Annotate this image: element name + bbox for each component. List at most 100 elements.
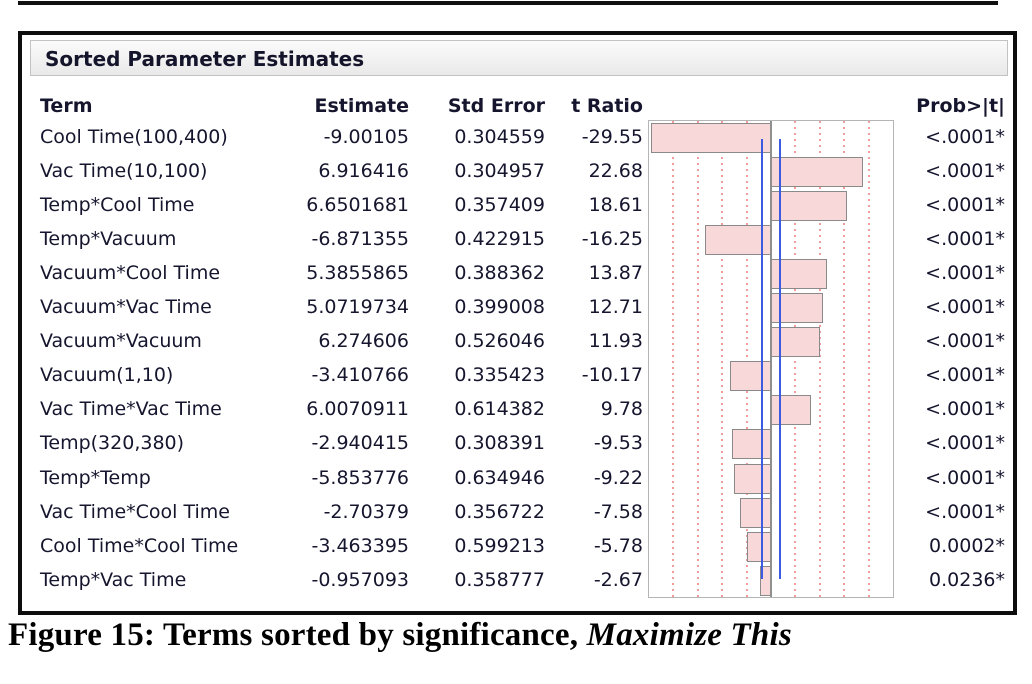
term-cell: Cool Time*Cool Time <box>40 534 239 557</box>
estimate-cell: 6.916416 <box>318 160 409 183</box>
term-cell: Vacuum*Vacuum <box>40 330 202 353</box>
t-ratio-cell: 22.68 <box>588 160 643 183</box>
table-row: Vac Time(10,100) 6.916416 0.304957 22.68 <.0… <box>22 154 1013 188</box>
term-cell: Vac Time*Vac Time <box>40 398 222 421</box>
estimate-cell: -2.70379 <box>323 500 409 523</box>
table-row: Temp(320,380) -2.940415 0.308391 -9.53 <.000… <box>22 426 1013 460</box>
prob-cell: <.0001* <box>925 398 1005 421</box>
zero-axis-line <box>770 121 772 597</box>
term-cell: Temp*Temp <box>40 466 151 489</box>
grid-line <box>745 121 748 597</box>
figure-caption: Figure 15: Terms sorted by significance,… <box>8 617 1028 654</box>
report-frame: Sorted Parameter Estimates Term Estimate… <box>18 31 1017 615</box>
caption-emphasis: Maximize This <box>586 617 792 653</box>
t-ratio-cell: -2.67 <box>593 568 643 591</box>
std-error-cell: 0.634946 <box>454 466 545 489</box>
prob-cell: <.0001* <box>925 160 1005 183</box>
t-ratio-cell: -7.58 <box>593 500 643 523</box>
caption-text: Figure 15: Terms sorted by significance, <box>8 617 587 653</box>
table-row: Temp*Temp -5.853776 0.634946 -9.22 <.0001* <box>22 461 1013 495</box>
std-error-cell: 0.308391 <box>454 432 545 455</box>
estimate-cell: 6.0070911 <box>306 398 409 421</box>
grid-line <box>818 121 821 597</box>
t-ratio-cell: -9.53 <box>593 432 643 455</box>
term-cell: Vacuum(1,10) <box>40 364 174 387</box>
estimate-cell: -6.871355 <box>311 228 409 251</box>
prob-cell: <.0001* <box>925 126 1005 148</box>
t-ratio-cell: 13.87 <box>588 262 643 285</box>
column-header-std-error: Std Error <box>447 95 545 117</box>
t-ratio-cell: -5.78 <box>593 534 643 557</box>
std-error-cell: 0.526046 <box>454 330 545 353</box>
t-ratio-cell: -9.22 <box>593 466 643 489</box>
table-row: Temp*Vac Time -0.957093 0.358777 -2.67 0.023… <box>22 563 1013 597</box>
t-ratio-cell: 11.93 <box>588 330 643 353</box>
std-error-cell: 0.388362 <box>454 262 545 285</box>
column-header-prob: Prob>|t| <box>916 95 1005 117</box>
grid-line <box>867 121 870 597</box>
t-ratio-bar <box>771 395 811 426</box>
t-ratio-bar <box>771 191 847 222</box>
panel-title: Sorted Parameter Estimates <box>45 47 365 71</box>
estimate-cell: -3.410766 <box>311 364 409 387</box>
term-cell: Vac Time(10,100) <box>40 160 208 183</box>
grid-line <box>672 121 675 597</box>
table-row: Temp*Cool Time 6.6501681 0.357409 18.61 <.00… <box>22 188 1013 222</box>
prob-cell: 0.0236* <box>929 568 1005 591</box>
estimate-cell: 6.274606 <box>318 330 409 353</box>
prob-cell: <.0001* <box>925 262 1005 285</box>
t-ratio-cell: 18.61 <box>588 194 643 217</box>
table-row: Vacuum(1,10) -3.410766 0.335423 -10.17 <.000… <box>22 358 1013 392</box>
grid-line <box>843 121 846 597</box>
std-error-cell: 0.358777 <box>454 568 545 591</box>
std-error-cell: 0.335423 <box>454 364 545 387</box>
term-cell: Vacuum*Vac Time <box>40 296 212 319</box>
prob-cell: <.0001* <box>925 330 1005 353</box>
grid-line <box>721 121 724 597</box>
table-row: Vacuum*Vacuum 6.274606 0.526046 11.93 <.0001… <box>22 324 1013 358</box>
prob-cell: 0.0002* <box>929 534 1005 557</box>
t-ratio-bar <box>650 123 771 154</box>
t-ratio-bar <box>733 463 771 494</box>
term-cell: Vac Time*Cool Time <box>40 500 230 523</box>
std-error-cell: 0.304957 <box>454 160 545 183</box>
grid-line <box>696 121 699 597</box>
std-error-cell: 0.614382 <box>454 398 545 421</box>
table-row: Temp*Vacuum -6.871355 0.422915 -16.25 <.0001… <box>22 222 1013 256</box>
significance-reference-line <box>760 139 763 579</box>
term-cell: Cool Time(100,400) <box>40 126 228 148</box>
term-cell: Temp*Vacuum <box>40 228 177 251</box>
std-error-cell: 0.304559 <box>454 126 545 148</box>
estimate-cell: -3.463395 <box>311 534 409 557</box>
t-ratio-bar <box>771 327 820 358</box>
t-ratio-chart <box>648 120 894 598</box>
t-ratio-cell: 9.78 <box>600 398 643 421</box>
term-cell: Temp(320,380) <box>40 432 185 455</box>
prob-cell: <.0001* <box>925 466 1005 489</box>
significance-reference-line <box>779 139 782 579</box>
t-ratio-cell: -10.17 <box>581 364 643 387</box>
t-ratio-bar <box>747 531 771 562</box>
term-cell: Temp*Vac Time <box>40 568 187 591</box>
t-ratio-cell: -16.25 <box>581 228 643 251</box>
table-row: Vac Time*Cool Time -2.70379 0.356722 -7.58 <… <box>22 495 1013 529</box>
estimate-cell: 5.3855865 <box>306 262 409 285</box>
table-row: Cool Time*Cool Time -3.463395 0.599213 -5.7… <box>22 529 1013 563</box>
t-ratio-bar <box>771 157 864 188</box>
grid-line <box>794 121 797 597</box>
std-error-cell: 0.399008 <box>454 296 545 319</box>
prob-cell: <.0001* <box>925 194 1005 217</box>
table-row: Vacuum*Cool Time 5.3855865 0.388362 13.87 <.… <box>22 256 1013 290</box>
std-error-cell: 0.356722 <box>454 500 545 523</box>
column-header-term: Term <box>40 95 93 117</box>
t-ratio-bar <box>729 361 771 392</box>
prob-cell: <.0001* <box>925 228 1005 251</box>
top-crop-line <box>18 1 998 5</box>
panel-title-band[interactable]: Sorted Parameter Estimates <box>30 40 1008 76</box>
t-ratio-cell: -29.55 <box>581 126 643 148</box>
estimate-cell: -2.940415 <box>311 432 409 455</box>
term-cell: Vacuum*Cool Time <box>40 262 221 285</box>
estimate-cell: -9.00105 <box>323 126 409 148</box>
t-ratio-bar <box>704 225 771 256</box>
